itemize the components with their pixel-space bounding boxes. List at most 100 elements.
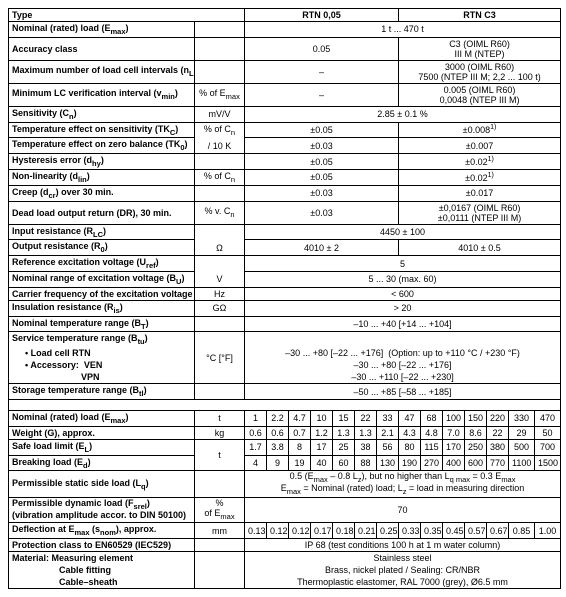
defl-7: 0.33 (399, 523, 421, 539)
row-c1-8: ±0.05 (245, 169, 399, 185)
grid-r2-2: 8 (289, 439, 311, 455)
row-label-0: Nominal (rated) load (Emax) (9, 22, 195, 38)
mat-l2: Cable fitting (9, 564, 195, 576)
grid-hdr-13: 470 (535, 410, 561, 426)
spec-table: TypeRTN 0,05RTN C3Nominal (rated) load (… (8, 8, 561, 589)
svc-r1-l: • Load cell RTN (9, 347, 195, 359)
row-unit-16: GΩ (195, 300, 245, 316)
row-unit-1 (195, 37, 245, 60)
row-c2-3: 0.005 (OIML R60)0,0048 (NTEP III M) (399, 83, 561, 106)
defl-1: 0.12 (267, 523, 289, 539)
grid-r2-4: 25 (333, 439, 355, 455)
row-val-17: –10 ... +40 [+14 ... +104] (245, 316, 561, 332)
mat-v1: Stainless steel (245, 552, 561, 565)
grid-r1-6: 2.1 (377, 426, 399, 439)
defl-0: 0.13 (245, 523, 267, 539)
grid-r3-2: 19 (289, 455, 311, 471)
defl-2: 0.12 (289, 523, 311, 539)
grid-r3-label: Breaking load (Ed) (9, 455, 195, 471)
grid-r2-8: 115 (421, 439, 443, 455)
svc-unit: °C [°F] (195, 332, 245, 384)
grid-r2-1: 3.8 (267, 439, 289, 455)
row-unit-11 (195, 224, 245, 240)
row-label-14: Nominal range of excitation voltage (BU) (9, 271, 195, 287)
dynload-val: 70 (245, 498, 561, 523)
grid-r3-0: 4 (245, 455, 267, 471)
grid-r3-4: 60 (333, 455, 355, 471)
row-c1-6: ±0.03 (245, 138, 399, 154)
grid-hdr-10: 150 (465, 410, 487, 426)
row-label-12: Output resistance (R0) (9, 240, 195, 256)
row-unit-3: % of Emax (195, 83, 245, 106)
grid-r1-5: 1.3 (355, 426, 377, 439)
row-label-11: Input resistance (RLC) (9, 224, 195, 240)
grid-hdr-12: 330 (509, 410, 535, 426)
grid-r1-7: 4.3 (399, 426, 421, 439)
sideload-label: Permissible static side load (Lq) (9, 471, 195, 498)
dynload-label: Permissible dynamic load (Fsrel)(vibrati… (9, 498, 195, 523)
mat-v2: Brass, nickel plated / Sealing: CR/NBR (245, 564, 561, 576)
mat-l3: Cable–sheath (9, 576, 195, 589)
grid-hdr-2: 4.7 (289, 410, 311, 426)
grid-r2-6: 56 (377, 439, 399, 455)
grid-hdr-3: 10 (311, 410, 333, 426)
row-unit-0 (195, 22, 245, 38)
grid-r3-8: 270 (421, 455, 443, 471)
grid-r2-11: 380 (487, 439, 509, 455)
row-label-15: Carrier frequency of the excitation volt… (9, 287, 195, 300)
row-c2-6: ±0.007 (399, 138, 561, 154)
grid-r3-12: 1100 (509, 455, 535, 471)
grid-r3-11: 770 (487, 455, 509, 471)
storage-val: –50 ... +85 [–58 ... +185] (245, 384, 561, 400)
grid-r2-13: 700 (535, 439, 561, 455)
row-unit-12: Ω (195, 240, 245, 256)
grid-r2-9: 170 (443, 439, 465, 455)
row-c1-3: – (245, 83, 399, 106)
grid-r2-3: 17 (311, 439, 333, 455)
defl-8: 0.35 (421, 523, 443, 539)
grid-r1-1: 0.6 (267, 426, 289, 439)
row-val-4: 2.85 ± 0.1 % (245, 106, 561, 122)
row-c2-2: 3000 (OIML R60)7500 (NTEP III M; 2,2 ...… (399, 60, 561, 83)
defl-12: 0.85 (509, 523, 535, 539)
grid-hdr-1: 2.2 (267, 410, 289, 426)
prot-label: Protection class to EN60529 (IEC529) (9, 539, 195, 552)
row-label-17: Nominal temperature range (BT) (9, 316, 195, 332)
storage-label: Storage temperature range (Btl) (9, 384, 195, 400)
grid-hdr-5: 22 (355, 410, 377, 426)
grid-r1-10: 8.6 (465, 426, 487, 439)
row-val-13: 5 (245, 256, 561, 272)
defl-10: 0.57 (465, 523, 487, 539)
row-c1-9: ±0.03 (245, 185, 399, 201)
grid-r3-9: 400 (443, 455, 465, 471)
row-val-11: 4450 ± 100 (245, 224, 561, 240)
grid-r1-9: 7.0 (443, 426, 465, 439)
row-unit-7 (195, 154, 245, 170)
row-c2-8: ±0.021) (399, 169, 561, 185)
row-c1-2: – (245, 60, 399, 83)
row-unit-10: % v. Cn (195, 201, 245, 224)
grid-r0-unit: t (195, 410, 245, 426)
row-label-3: Minimum LC verification interval (vmin) (9, 83, 195, 106)
grid-hdr-9: 100 (443, 410, 465, 426)
row-unit-8: % of Cn (195, 169, 245, 185)
grid-r3-10: 600 (465, 455, 487, 471)
row-c1-7: ±0.05 (245, 154, 399, 170)
svc-r1-v: –30 ... +80 [–22 ... +176] (Option: up t… (245, 347, 561, 359)
grid-r1-12: 29 (509, 426, 535, 439)
grid-r2-7: 80 (399, 439, 421, 455)
row-unit-15: Hz (195, 287, 245, 300)
grid-r1-0: 0.6 (245, 426, 267, 439)
grid-hdr-11: 220 (487, 410, 509, 426)
grid-r1-8: 4.8 (421, 426, 443, 439)
grid-r3-6: 130 (377, 455, 399, 471)
row-c1-5: ±0.05 (245, 122, 399, 138)
row-c2-12: 4010 ± 0.5 (399, 240, 561, 256)
row-label-4: Sensitivity (Cn) (9, 106, 195, 122)
grid-hdr-6: 33 (377, 410, 399, 426)
row-label-16: Insulation resistance (Ris) (9, 300, 195, 316)
row-c2-9: ±0.017 (399, 185, 561, 201)
defl-3: 0.17 (311, 523, 333, 539)
svc-r3-l: VPN (9, 371, 195, 384)
grid-r1-2: 0.7 (289, 426, 311, 439)
